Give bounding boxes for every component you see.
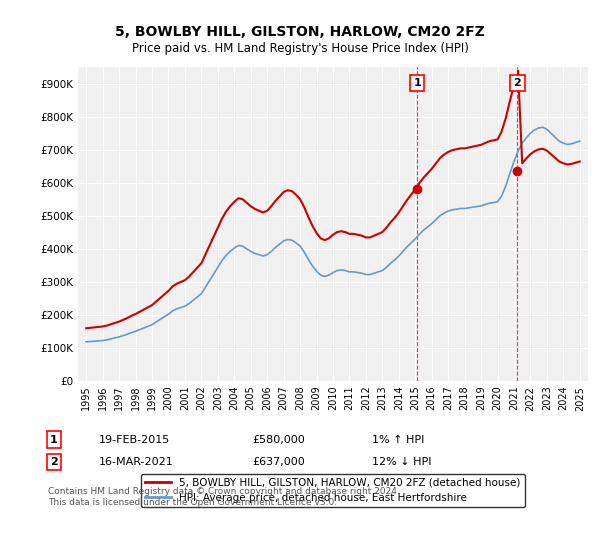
Text: 1% ↑ HPI: 1% ↑ HPI: [372, 435, 424, 445]
Text: 12% ↓ HPI: 12% ↓ HPI: [372, 457, 431, 467]
Text: 1: 1: [50, 435, 58, 445]
Text: 5, BOWLBY HILL, GILSTON, HARLOW, CM20 2FZ: 5, BOWLBY HILL, GILSTON, HARLOW, CM20 2F…: [115, 25, 485, 39]
Text: 19-FEB-2015: 19-FEB-2015: [99, 435, 170, 445]
Text: 2: 2: [50, 457, 58, 467]
Text: Contains HM Land Registry data © Crown copyright and database right 2024.
This d: Contains HM Land Registry data © Crown c…: [48, 487, 400, 507]
Text: 1: 1: [413, 78, 421, 88]
Text: 2: 2: [514, 78, 521, 88]
Text: £637,000: £637,000: [252, 457, 305, 467]
Legend: 5, BOWLBY HILL, GILSTON, HARLOW, CM20 2FZ (detached house), HPI: Average price, : 5, BOWLBY HILL, GILSTON, HARLOW, CM20 2F…: [141, 474, 525, 507]
Text: Price paid vs. HM Land Registry's House Price Index (HPI): Price paid vs. HM Land Registry's House …: [131, 42, 469, 55]
Text: £580,000: £580,000: [252, 435, 305, 445]
Text: 16-MAR-2021: 16-MAR-2021: [99, 457, 174, 467]
